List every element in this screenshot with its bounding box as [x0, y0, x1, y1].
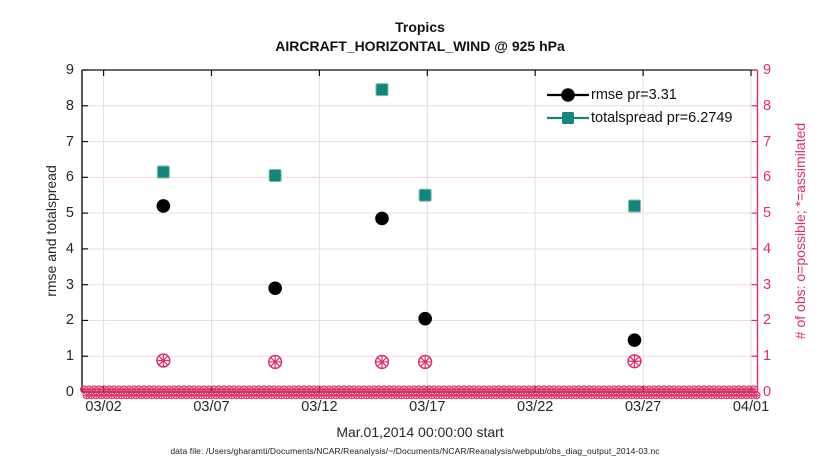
x-axis-label: Mar.01,2014 00:00:00 start	[336, 424, 504, 440]
y-tick-label-left-2: 2	[65, 312, 74, 329]
obs-point-marker	[417, 354, 433, 370]
y-tick-label-left-3: 3	[65, 276, 74, 293]
y-tick-label-left-7: 7	[65, 133, 74, 150]
x-tick-label-03/07: 03/07	[193, 399, 230, 415]
obs-point-marker	[156, 353, 171, 368]
legend: rmse pr=3.31 totalspread pr=6.2749	[545, 83, 732, 129]
y-tick-label-right-6: 6	[763, 169, 772, 186]
y-tick-label-left-0: 0	[65, 384, 74, 400]
y-axis-label-left: rmse and totalspread	[43, 165, 59, 297]
x-tick-label-04/01: 04/01	[732, 399, 770, 415]
rmse-point-marker	[627, 333, 642, 347]
y-tick-label-left-5: 5	[65, 205, 74, 222]
y-tick-label-right-0: 0	[763, 384, 772, 400]
obs-band-marker	[752, 391, 761, 400]
chart-title: Tropics	[395, 19, 445, 35]
y-tick-label-left-9: 9	[65, 62, 74, 78]
y-axis-label-right: # of obs: o=possible; *=assimilated	[792, 122, 808, 340]
y-tick-label-right-2: 2	[763, 312, 772, 329]
legend-marker-circle-icon	[547, 87, 589, 102]
x-tick-label-03/22: 03/22	[517, 399, 554, 415]
totalspread-point-marker	[418, 188, 432, 202]
x-tick-label-03/02: 03/02	[85, 399, 122, 415]
x-tick-label-03/27: 03/27	[624, 399, 662, 415]
totalspread-point-marker	[156, 165, 170, 179]
totalspread-point-marker	[268, 169, 282, 183]
y-tick-label-right-7: 7	[763, 133, 772, 150]
legend-item-totalspread: totalspread pr=6.2749	[545, 106, 732, 129]
data-file-caption: data file: /Users/gharamti/Documents/NCA…	[170, 446, 660, 456]
y-tick-label-right-8: 8	[763, 97, 772, 114]
legend-label-rmse: rmse pr=3.31	[591, 86, 677, 103]
x-tick-label-03/12: 03/12	[301, 399, 338, 415]
obs-point-marker	[268, 354, 283, 370]
rmse-point-marker	[418, 311, 432, 326]
y-tick-label-left-1: 1	[65, 348, 74, 365]
y-tick-label-right-9: 9	[763, 62, 772, 78]
y-tick-label-right-4: 4	[763, 240, 772, 257]
y-tick-label-right-1: 1	[763, 348, 772, 365]
rmse-point-marker	[156, 199, 171, 213]
rmse-point-marker	[268, 281, 282, 296]
y-tick-label-right-5: 5	[763, 205, 772, 222]
obs-point-marker	[374, 354, 390, 370]
y-tick-label-left-8: 8	[65, 97, 74, 114]
rmse-point-marker	[375, 211, 389, 226]
y-tick-label-right-3: 3	[763, 276, 772, 293]
legend-marker-square-icon	[547, 111, 589, 124]
chart-subtitle: AIRCRAFT_HORIZONTAL_WIND @ 925 hPa	[275, 38, 565, 54]
legend-label-totalspread: totalspread pr=6.2749	[591, 109, 733, 126]
totalspread-point-marker	[375, 83, 389, 97]
y-tick-label-left-4: 4	[65, 240, 74, 257]
y-tick-label-left-6: 6	[65, 169, 74, 186]
obs-point-marker	[627, 354, 642, 369]
legend-item-rmse: rmse pr=3.31	[545, 83, 732, 106]
totalspread-point-marker	[627, 199, 641, 213]
x-tick-label-03/17: 03/17	[409, 399, 446, 415]
